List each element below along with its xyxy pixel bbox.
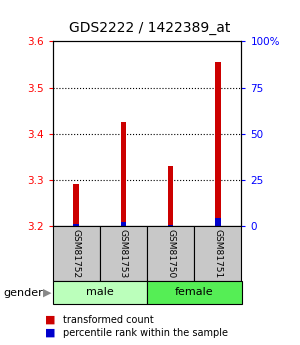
Text: male: male xyxy=(86,287,114,297)
Bar xyxy=(73,224,79,226)
Bar xyxy=(100,226,147,281)
Bar xyxy=(121,222,126,226)
Text: GSM81752: GSM81752 xyxy=(72,229,81,278)
Bar xyxy=(121,122,126,226)
Text: GSM81753: GSM81753 xyxy=(119,229,128,278)
Text: GSM81750: GSM81750 xyxy=(166,229,175,278)
Bar xyxy=(194,226,242,281)
Text: female: female xyxy=(175,287,214,297)
Text: transformed count: transformed count xyxy=(63,315,154,325)
Bar xyxy=(215,218,221,226)
Bar xyxy=(52,226,100,281)
Bar xyxy=(52,281,147,304)
Text: percentile rank within the sample: percentile rank within the sample xyxy=(63,328,228,338)
Text: ■: ■ xyxy=(45,315,56,325)
Bar xyxy=(215,62,221,226)
Text: GSM81751: GSM81751 xyxy=(213,229,222,278)
Text: gender: gender xyxy=(3,288,43,297)
Bar xyxy=(168,166,173,226)
Bar xyxy=(168,225,173,226)
Bar xyxy=(147,226,194,281)
Bar xyxy=(73,185,79,226)
Bar xyxy=(147,281,242,304)
Text: ▶: ▶ xyxy=(43,288,52,297)
Text: ■: ■ xyxy=(45,328,56,338)
Text: GDS2222 / 1422389_at: GDS2222 / 1422389_at xyxy=(69,21,231,35)
